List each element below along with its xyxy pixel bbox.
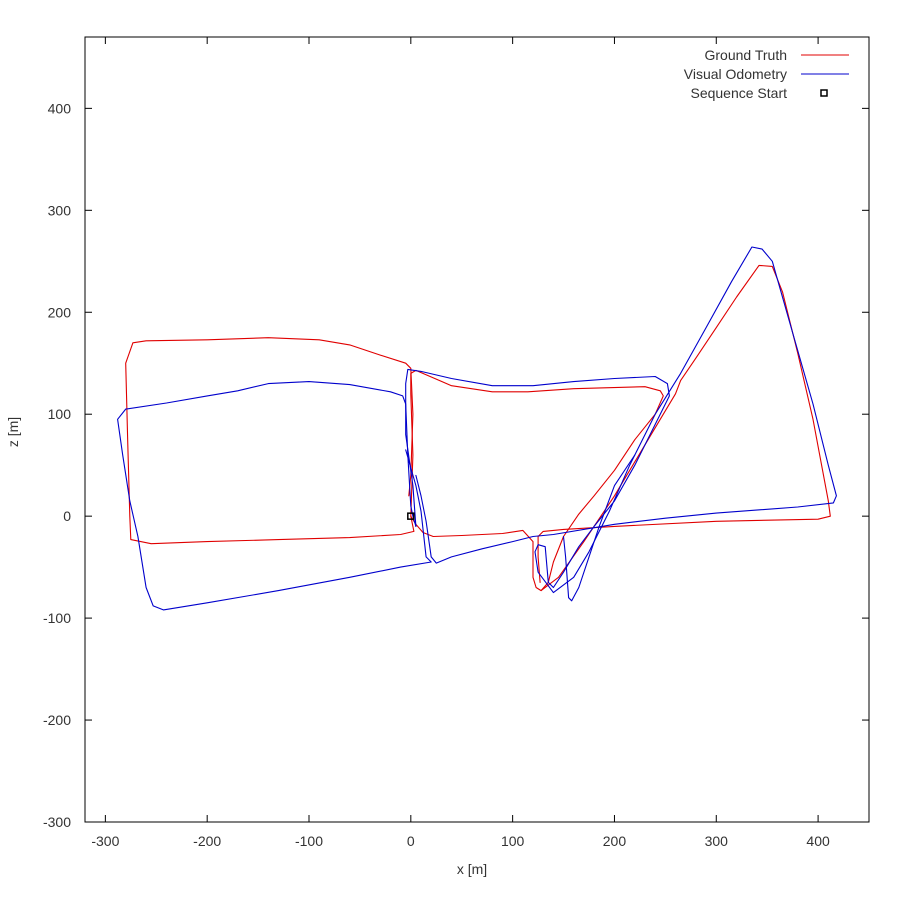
series-line-5 bbox=[562, 454, 636, 602]
x-tick-label: 0 bbox=[407, 833, 415, 849]
x-tick-label: 100 bbox=[501, 833, 525, 849]
series-line-0 bbox=[410, 369, 664, 592]
y-tick-label: -100 bbox=[43, 610, 71, 626]
plot-marks bbox=[117, 246, 837, 611]
axis-ticks bbox=[85, 37, 869, 823]
plot-frame bbox=[84, 36, 870, 823]
y-tick-label: 400 bbox=[48, 100, 72, 116]
x-tick-label: -200 bbox=[193, 833, 221, 849]
x-tick-label: 200 bbox=[603, 833, 627, 849]
legend-label: Sequence Start bbox=[690, 85, 787, 101]
series-line-1 bbox=[125, 337, 415, 545]
x-axis-title: x [m] bbox=[457, 861, 487, 877]
x-tick-label: -100 bbox=[295, 833, 323, 849]
legend-swatch bbox=[820, 89, 828, 97]
x-tick-label: 300 bbox=[705, 833, 729, 849]
y-tick-label: 100 bbox=[48, 406, 72, 422]
y-tick-label: -200 bbox=[43, 712, 71, 728]
tick-labels: -300 -200 -100 0 100 200 300 400 -300 -200 -100 0 10… bbox=[43, 100, 830, 849]
series-line-3 bbox=[117, 381, 432, 611]
legend: Ground Truth Visual Odometry Sequence Star… bbox=[684, 47, 849, 101]
legend-label: Visual Odometry bbox=[684, 66, 787, 82]
x-tick-label: 400 bbox=[806, 833, 830, 849]
y-tick-label: 200 bbox=[48, 304, 72, 320]
y-tick-label: -300 bbox=[43, 814, 71, 830]
y-tick-label: 0 bbox=[63, 508, 71, 524]
series-line-4 bbox=[405, 246, 837, 594]
sequence-start-marker bbox=[407, 512, 415, 520]
y-axis-title: z [m] bbox=[5, 417, 21, 447]
x-tick-label: -300 bbox=[91, 833, 119, 849]
legend-label: Ground Truth bbox=[705, 47, 788, 63]
y-tick-label: 300 bbox=[48, 202, 72, 218]
